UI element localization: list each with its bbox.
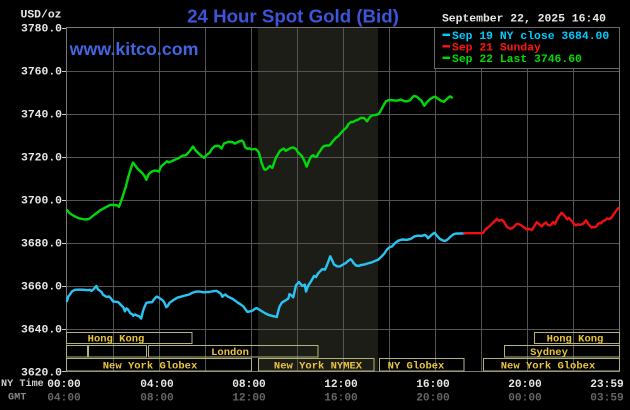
svg-text:00:00: 00:00	[508, 393, 542, 405]
svg-text:23:59: 23:59	[590, 379, 624, 391]
svg-text:16:00: 16:00	[324, 393, 358, 405]
svg-text:3660.0: 3660.0	[21, 282, 62, 294]
svg-text:Sep 21 Sunday: Sep 21 Sunday	[452, 43, 541, 55]
svg-text:NY Time: NY Time	[1, 378, 44, 390]
svg-text:3620.0: 3620.0	[21, 368, 62, 380]
svg-text:03:59: 03:59	[590, 393, 624, 405]
svg-text:3640.0: 3640.0	[21, 325, 62, 337]
svg-text:GMT: GMT	[8, 393, 26, 404]
svg-text:www.kitco.com: www.kitco.com	[69, 39, 199, 59]
svg-text:New York NYMEX: New York NYMEX	[274, 361, 363, 373]
svg-text:USD/oz: USD/oz	[21, 10, 62, 22]
svg-text:London: London	[211, 347, 249, 359]
svg-text:04:00: 04:00	[140, 379, 174, 391]
svg-text:24 Hour Spot Gold (Bid): 24 Hour Spot Gold (Bid)	[187, 6, 399, 27]
svg-text:3680.0: 3680.0	[21, 239, 62, 251]
svg-text:New York Globex: New York Globex	[103, 361, 198, 373]
svg-text:Hong Kong: Hong Kong	[547, 334, 604, 346]
svg-text:September 22, 2025 16:40: September 22, 2025 16:40	[442, 14, 606, 26]
svg-text:NY Globex: NY Globex	[388, 361, 445, 373]
svg-text:08:00: 08:00	[140, 393, 174, 405]
svg-text:3760.0: 3760.0	[21, 67, 62, 79]
svg-text:3700.0: 3700.0	[21, 196, 62, 208]
svg-text:3720.0: 3720.0	[21, 153, 62, 165]
svg-text:08:00: 08:00	[232, 379, 266, 391]
svg-text:20:00: 20:00	[508, 379, 542, 391]
svg-text:New York Globex: New York Globex	[501, 361, 596, 373]
svg-text:3740.0: 3740.0	[21, 110, 62, 122]
svg-text:3780.0: 3780.0	[21, 24, 62, 36]
svg-text:12:00: 12:00	[232, 393, 266, 405]
svg-text:16:00: 16:00	[416, 379, 450, 391]
svg-text:20:00: 20:00	[416, 393, 450, 405]
svg-text:Hong Kong: Hong Kong	[88, 334, 145, 346]
svg-text:Sydney: Sydney	[530, 347, 569, 359]
svg-text:Sep 19 NY close 3684.00: Sep 19 NY close 3684.00	[452, 31, 609, 43]
svg-text:Sep 22 Last 3746.60: Sep 22 Last 3746.60	[452, 54, 582, 66]
svg-text:12:00: 12:00	[324, 379, 358, 391]
svg-text:04:00: 04:00	[47, 393, 81, 405]
svg-text:00:00: 00:00	[47, 379, 81, 391]
